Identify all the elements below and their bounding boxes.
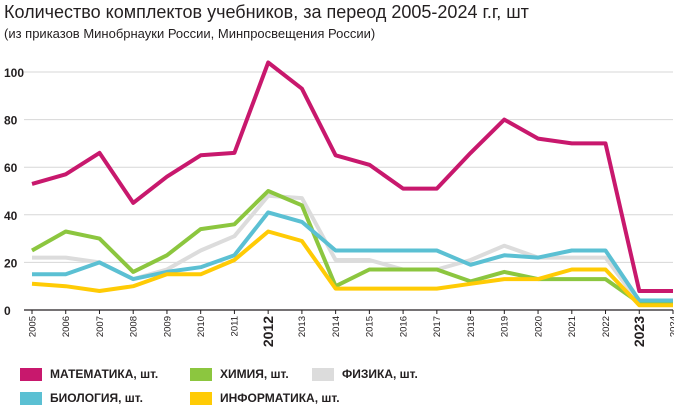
x-tick-label-2020: 2020 — [533, 316, 544, 337]
y-tick-label-0: 0 — [4, 304, 11, 318]
y-tick-label-60: 60 — [4, 161, 18, 175]
y-tick-label-20: 20 — [4, 256, 18, 270]
x-tick-label-2014: 2014 — [331, 316, 342, 337]
y-tick-label-80: 80 — [4, 114, 18, 128]
chart-subtitle: (из приказов Минобрнауки России, Минпрос… — [4, 26, 376, 41]
y-tick-label-100: 100 — [4, 66, 24, 80]
x-tick-label-2016: 2016 — [398, 316, 409, 337]
y-tick-label-40: 40 — [4, 209, 18, 223]
series-line-math — [31, 60, 673, 293]
x-tick-label-2019: 2019 — [500, 316, 511, 337]
series-line-biology — [32, 210, 673, 303]
x-tick-label-2007: 2007 — [95, 316, 106, 337]
x-tick-label-2005: 2005 — [27, 316, 38, 337]
x-tick-label-2021: 2021 — [567, 316, 578, 337]
x-tick-label-2018: 2018 — [466, 316, 477, 337]
x-tick-label-2015: 2015 — [365, 316, 376, 337]
x-tick-label-2008: 2008 — [129, 316, 140, 337]
x-tick-label-2023: 2023 — [631, 316, 647, 347]
x-tick-label-2006: 2006 — [61, 316, 72, 337]
series-line-chemistry — [31, 189, 673, 305]
x-tick-label-2010: 2010 — [196, 316, 207, 337]
x-tick-label-2013: 2013 — [297, 316, 308, 337]
chart-title: Количество комплектов учебников, за пере… — [4, 2, 529, 22]
x-tick-label-2024: 2024 — [668, 316, 674, 337]
x-tick-label-2012: 2012 — [260, 316, 276, 347]
series-line-informatics — [31, 229, 673, 308]
x-tick-label-2017: 2017 — [432, 316, 443, 337]
x-tick-label-2011: 2011 — [230, 316, 241, 336]
x-tick-label-2009: 2009 — [162, 316, 173, 337]
x-tick-label-2022: 2022 — [601, 316, 612, 337]
